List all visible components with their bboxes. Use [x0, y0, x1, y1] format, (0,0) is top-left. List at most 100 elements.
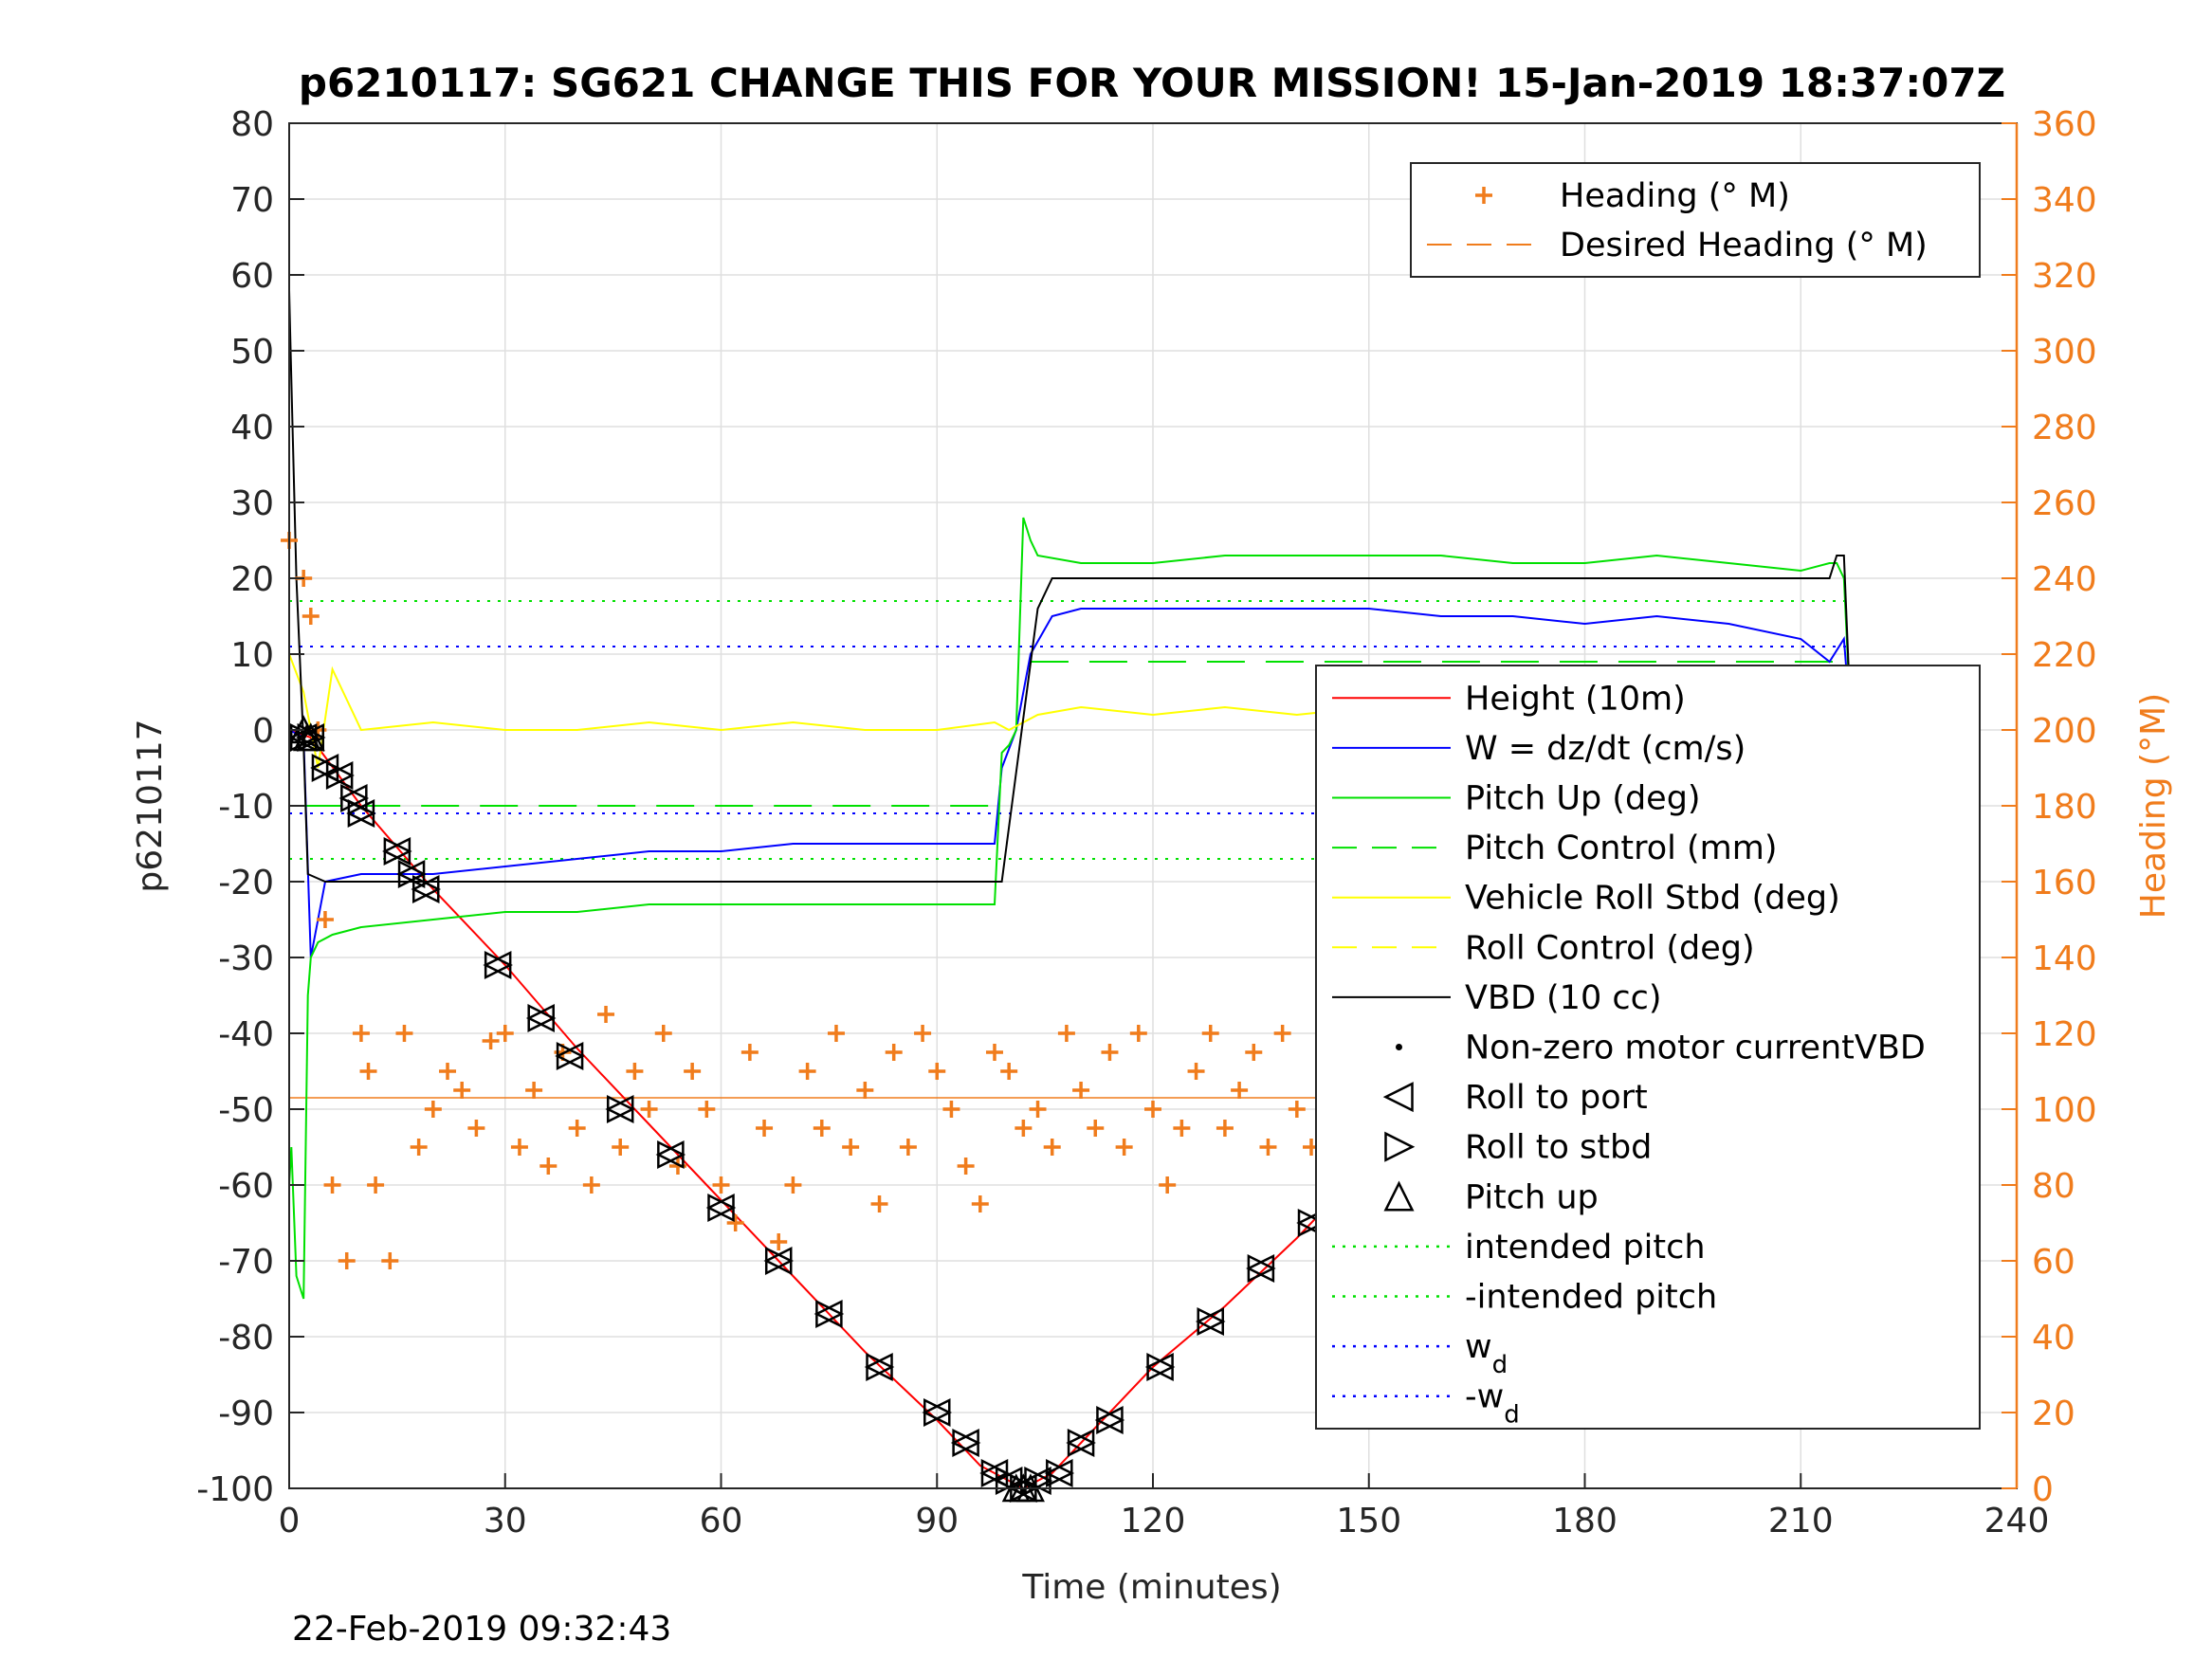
- heading-marker: [1057, 1025, 1075, 1042]
- legend-box: [1410, 162, 1981, 278]
- heading-marker: [338, 1252, 356, 1269]
- y2-tick-label: 120: [2032, 1015, 2097, 1054]
- legend-label-text: VBD (10 cc): [1465, 979, 1662, 1017]
- y-axis-ticks: -100-90-80-70-60-50-40-30-20-10010203040…: [196, 105, 304, 1509]
- y-tick-label: 0: [252, 712, 274, 751]
- heading-marker: [640, 1101, 658, 1118]
- heading-marker: [827, 1025, 845, 1042]
- y2-tick-label: 0: [2032, 1470, 2054, 1509]
- y-tick-label: 50: [230, 333, 274, 372]
- x-tick-label: 60: [700, 1502, 743, 1540]
- heading-marker: [1087, 1120, 1105, 1137]
- y-tick-label: -100: [196, 1470, 274, 1509]
- roll-stbd-marker: [311, 753, 340, 783]
- heading-marker: [856, 1082, 874, 1099]
- heading-marker: [928, 1063, 946, 1080]
- heading-marker: [316, 911, 334, 928]
- legend-label: Desired Heading (° M): [1560, 227, 1928, 264]
- heading-marker: [1129, 1025, 1147, 1042]
- legend-subscript: d: [1492, 1351, 1508, 1379]
- heading-marker: [798, 1063, 816, 1080]
- heading-marker: [756, 1120, 774, 1137]
- heading-marker: [1072, 1082, 1090, 1099]
- heading-marker: [612, 1139, 630, 1156]
- roll-stbd-marker: [1197, 1306, 1226, 1337]
- heading-marker: [539, 1158, 558, 1175]
- heading-marker: [1273, 1025, 1291, 1042]
- heading-marker: [597, 1006, 615, 1023]
- y2-tick-label: 180: [2032, 788, 2097, 827]
- y2-tick-label: 160: [2032, 864, 2097, 902]
- roll-stbd-marker: [657, 1139, 686, 1170]
- y2-tick-label: 340: [2032, 181, 2097, 220]
- heading-marker: [1043, 1139, 1061, 1156]
- series-pitch-up-deg: [288, 517, 1853, 1300]
- y-axis-label: p6210117: [131, 719, 170, 892]
- legend-box: [1315, 665, 1981, 1430]
- y2-tick-label: 60: [2032, 1243, 2075, 1282]
- legend-label: intended pitch: [1465, 1229, 1706, 1267]
- y2-axis-ticks: 0 20 40 60 80 100 120 140 160 180 200 220 240 260 280 3…: [2002, 105, 2097, 1509]
- heading-marker: [726, 1214, 744, 1231]
- y2-tick-label: 260: [2032, 484, 2097, 523]
- timestamp-footer: 22-Feb-2019 09:32:43: [292, 1610, 671, 1649]
- roll-stbd-marker: [347, 798, 376, 829]
- legend-label: Non-zero motor currentVBD: [1465, 1030, 1926, 1067]
- roll-stbd-marker: [527, 1003, 557, 1033]
- legend-label-text: Non-zero motor currentVBD: [1465, 1030, 1926, 1067]
- heading-marker: [626, 1063, 644, 1080]
- y2-tick-label: 40: [2032, 1319, 2075, 1358]
- roll-stbd-marker: [815, 1299, 845, 1329]
- heading-marker: [684, 1063, 702, 1080]
- legend-main: Height (10m) W = dz/dt (cm/s) Pitch Up (de…: [1315, 665, 1981, 1430]
- y-tick-label: -60: [218, 1167, 274, 1206]
- x-axis-label: Time (minutes): [1021, 1568, 1281, 1607]
- legend-swatch: [1475, 187, 1492, 204]
- legend-label: wd: [1465, 1328, 1508, 1379]
- legend-heading: Heading (° M) Desired Heading (° M): [1410, 162, 1981, 278]
- roll-stbd-marker: [866, 1352, 895, 1382]
- series-w-dz-dt-cm-s: [288, 608, 1853, 958]
- roll-stbd-marker: [606, 1094, 636, 1124]
- legend-label: Roll to stbd: [1465, 1129, 1652, 1167]
- roll-stbd-marker: [1297, 1208, 1326, 1238]
- heading-marker: [510, 1139, 528, 1156]
- heading-marker: [985, 1044, 1003, 1061]
- y2-tick-label: 140: [2032, 939, 2097, 978]
- heading-marker: [1245, 1044, 1263, 1061]
- y-tick-label: -80: [218, 1319, 274, 1358]
- x-tick-label: 180: [1552, 1502, 1618, 1540]
- y-tick-label: 30: [230, 484, 274, 523]
- heading-marker: [870, 1195, 888, 1212]
- heading-marker: [942, 1101, 960, 1118]
- y2-tick-label: 20: [2032, 1395, 2075, 1433]
- legend-label: Vehicle Roll Stbd (deg): [1465, 880, 1840, 918]
- roll-stbd-marker: [707, 1193, 737, 1223]
- x-tick-label: 0: [279, 1502, 301, 1540]
- y2-tick-label: 220: [2032, 636, 2097, 675]
- heading-marker: [482, 1032, 500, 1049]
- heading-marker: [1173, 1120, 1191, 1137]
- legend-label-text: -intended pitch: [1465, 1279, 1717, 1317]
- legend-swatch: [1396, 1044, 1402, 1050]
- heading-marker: [784, 1176, 802, 1194]
- heading-marker: [770, 1233, 788, 1250]
- heading-marker: [367, 1176, 385, 1194]
- heading-marker: [740, 1044, 759, 1061]
- y-tick-label: -20: [218, 864, 274, 902]
- pitch-up-marker: [296, 722, 325, 752]
- legend-label-text: Roll to stbd: [1465, 1129, 1652, 1167]
- roll-stbd-marker: [411, 874, 442, 904]
- roll-stbd-marker: [1247, 1253, 1276, 1284]
- legend-label: Roll Control (deg): [1465, 929, 1755, 967]
- heading-marker: [842, 1139, 860, 1156]
- legend-label: -wd: [1465, 1378, 1520, 1430]
- y-tick-label: 80: [230, 105, 274, 144]
- roll-stbd-marker: [1046, 1458, 1075, 1488]
- chart-title: p6210117: SG621 CHANGE THIS FOR YOUR MIS…: [299, 60, 2005, 106]
- roll-stbd-marker: [764, 1246, 795, 1276]
- heading-marker: [1231, 1082, 1249, 1099]
- roll-stbd-marker: [397, 859, 427, 889]
- y2-tick-label: 300: [2032, 333, 2097, 372]
- legend-label-text: Roll to port: [1465, 1079, 1648, 1117]
